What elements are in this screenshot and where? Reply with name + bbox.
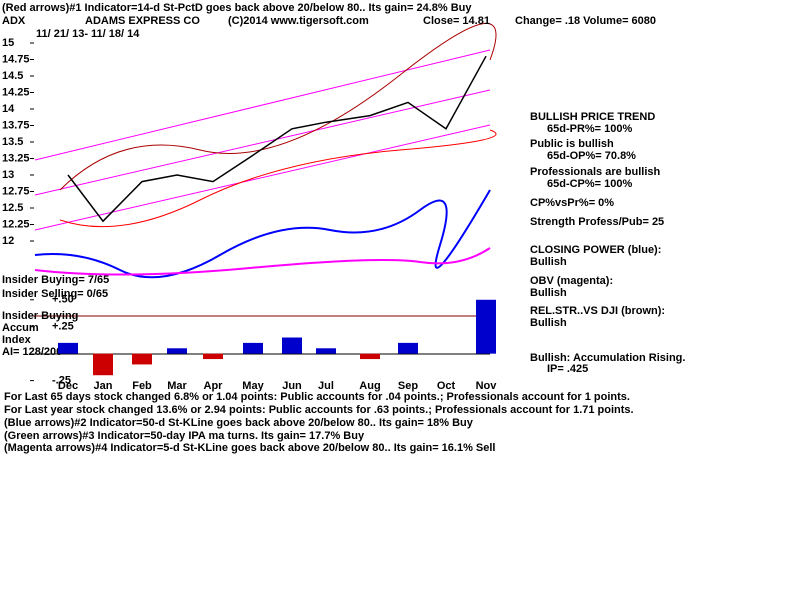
accum-bar: [476, 299, 496, 354]
x-tick-label: Dec: [58, 380, 78, 392]
accum-bar: [93, 353, 113, 376]
side-text: REL.STR..VS DJI (brown):: [530, 305, 665, 317]
x-tick-label: Feb: [132, 380, 152, 392]
side-text: OBV (magenta):: [530, 275, 613, 287]
left-text: Insider Buying= 7/65: [2, 274, 109, 286]
y-tick-label: +.25: [52, 321, 74, 333]
x-tick-label: Jun: [282, 380, 302, 392]
y-tick-label: 12.25: [2, 218, 30, 230]
channel-line: [34, 89, 491, 196]
side-text: Bullish: [530, 287, 567, 299]
side-text: Bullish: Accumulation Rising.: [530, 352, 685, 364]
accum-bar: [243, 342, 263, 354]
y-tick-label: 14.25: [2, 86, 30, 98]
envelope: [59, 129, 497, 228]
symbol: ADX: [2, 15, 26, 27]
left-text: Insider Buying: [2, 310, 78, 322]
accum-bar: [360, 353, 380, 360]
y-tick-label: 15: [2, 37, 14, 49]
side-text: IP= .425: [547, 363, 588, 375]
side-text: 65d-CP%= 100%: [547, 178, 633, 190]
accum-bar: [316, 348, 336, 354]
side-text: Public is bullish: [530, 138, 614, 150]
side-text: Bullish: [530, 256, 567, 268]
y-tick-label: 12.75: [2, 185, 30, 197]
x-tick-label: Jan: [94, 380, 113, 392]
left-text: Index: [2, 334, 32, 346]
y-tick-label: -.25: [52, 375, 71, 387]
x-tick-label: Oct: [437, 380, 456, 392]
x-tick-label: Sep: [398, 380, 418, 392]
side-text: 65d-OP%= 70.8%: [547, 150, 636, 162]
accum-bar: [167, 348, 187, 354]
date-range: 11/ 21/ 13- 11/ 18/ 14: [36, 28, 140, 40]
x-tick-label: May: [242, 380, 264, 392]
left-text: Accum: [2, 322, 39, 334]
envelope: [59, 23, 497, 191]
y-tick-label: 13.5: [2, 136, 23, 148]
footer-text: For Last year stock changed 13.6% or 2.9…: [4, 404, 634, 416]
change: Change= .18 Volume= 6080: [515, 15, 656, 27]
y-tick-label: +.50: [52, 294, 74, 306]
footer-text: (Blue arrows)#2 Indicator=50-d St-KLine …: [4, 417, 474, 429]
side-text: CLOSING POWER (blue):: [530, 244, 661, 256]
company: ADAMS EXPRESS CO: [85, 15, 200, 27]
accum-bar: [58, 342, 78, 354]
y-tick-label: 12: [2, 235, 14, 247]
obv: [34, 247, 491, 276]
y-tick-label: 12.5: [2, 202, 23, 214]
close: Close= 14.81: [423, 15, 490, 27]
y-tick-label: 13.75: [2, 119, 30, 131]
side-text: CP%vsPr%= 0%: [530, 197, 614, 209]
left-text: AI= 128/200: [2, 346, 62, 358]
left-text: Insider Selling= 0/65: [2, 288, 108, 300]
side-text: Bullish: [530, 317, 567, 329]
footer-text: (Magenta arrows)#4 Indicator=5-d St-KLin…: [4, 442, 496, 454]
side-text: Professionals are bullish: [530, 166, 660, 178]
channel-line: [34, 49, 491, 161]
accum-bar: [132, 353, 152, 365]
y-tick-label: 14: [2, 103, 15, 115]
side-text: 65d-PR%= 100%: [547, 123, 633, 135]
side-text: BULLISH PRICE TREND: [530, 111, 655, 123]
x-tick-label: Apr: [204, 380, 224, 392]
header-line: (Red arrows)#1 Indicator=14-d St-PctD go…: [2, 2, 472, 14]
x-tick-label: Mar: [167, 380, 187, 392]
footer-text: For Last 65 days stock changed 6.8% or 1…: [4, 391, 630, 403]
y-tick-label: 13.25: [2, 152, 30, 164]
x-tick-label: Nov: [476, 380, 498, 392]
accum-bar: [282, 337, 302, 354]
decor: [30, 23, 497, 355]
price-line: [67, 55, 487, 223]
channel-line: [34, 124, 491, 231]
x-tick-label: Aug: [359, 380, 380, 392]
closing-power: [34, 189, 491, 279]
y-tick-label: 14.5: [2, 70, 23, 82]
side-text: Strength Profess/Pub= 25: [530, 216, 664, 228]
accum-bar: [398, 342, 418, 354]
footer-text: (Green arrows)#3 Indicator=50-day IPA ma…: [4, 430, 365, 442]
y-tick-label: 13: [2, 169, 14, 181]
accum-bar: [203, 353, 223, 360]
copyright: (C)2014 www.tigersoft.com: [228, 15, 369, 27]
x-tick-label: Jul: [318, 380, 334, 392]
y-tick-label: 14.75: [2, 53, 30, 65]
